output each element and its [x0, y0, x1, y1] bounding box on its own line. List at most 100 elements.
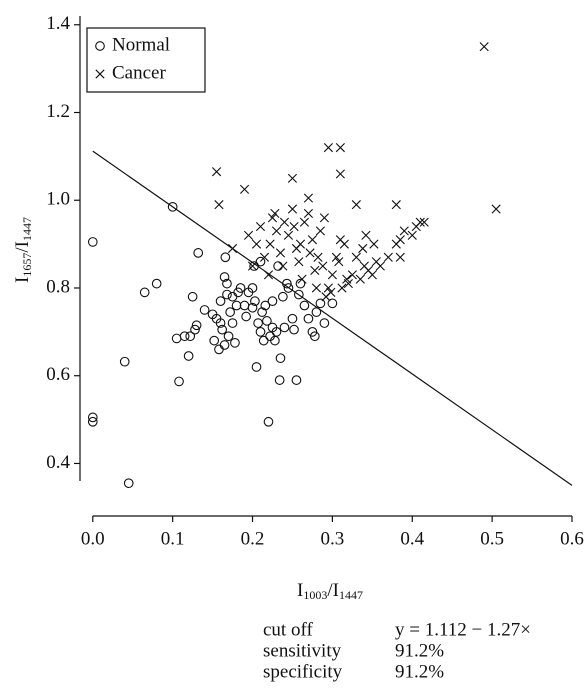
- point: [139, 287, 150, 298]
- point: [335, 143, 345, 153]
- point: [391, 200, 401, 210]
- point: [171, 333, 182, 344]
- point: [343, 279, 353, 289]
- point: [287, 313, 298, 324]
- point: [303, 208, 314, 218]
- point: [479, 42, 489, 52]
- point: [367, 270, 377, 280]
- point: [220, 252, 231, 263]
- y-axis-label-part: /I: [12, 241, 33, 253]
- point: [214, 344, 224, 355]
- point: [199, 305, 210, 315]
- legend-marker: [95, 41, 105, 51]
- point: [214, 200, 224, 210]
- point: [247, 302, 258, 313]
- point: [358, 243, 368, 254]
- point: [395, 252, 405, 262]
- point: [399, 226, 409, 236]
- point: [323, 283, 333, 293]
- point: [278, 261, 288, 271]
- point: [327, 298, 338, 309]
- y-tick-label: 1.2: [46, 101, 70, 122]
- point: [151, 278, 162, 289]
- point: [271, 226, 282, 236]
- point: [251, 239, 262, 249]
- point: [267, 213, 278, 223]
- point: [223, 331, 234, 342]
- y-axis-label: I1657/I1447: [12, 217, 33, 283]
- point: [222, 278, 232, 289]
- legend-label: Normal: [112, 34, 170, 55]
- summary-value: y = 1.112 − 1.27×: [395, 619, 531, 640]
- point: [271, 326, 282, 337]
- point: [265, 239, 275, 249]
- legend-box: [86, 27, 206, 93]
- point: [293, 289, 304, 300]
- point: [253, 318, 263, 328]
- point: [291, 375, 302, 385]
- point: [395, 235, 405, 245]
- point: [217, 324, 228, 335]
- x-axis-label-part: /I: [327, 580, 339, 601]
- legend-marker: [95, 69, 105, 79]
- point: [335, 169, 345, 179]
- point: [311, 283, 322, 293]
- summary-label: sensitivity: [263, 640, 342, 661]
- y-axis-label-part: I: [12, 277, 33, 283]
- x-tick-label: 0.1: [161, 528, 185, 549]
- point: [351, 200, 361, 210]
- point: [310, 265, 320, 276]
- point: [193, 248, 204, 258]
- point: [355, 274, 365, 284]
- point: [87, 416, 98, 427]
- point: [415, 217, 425, 227]
- point: [318, 261, 328, 271]
- point: [183, 351, 194, 361]
- point: [407, 230, 417, 240]
- point: [215, 296, 226, 306]
- point: [255, 221, 266, 232]
- point: [383, 252, 393, 262]
- point: [262, 316, 272, 326]
- point: [255, 326, 266, 337]
- point: [250, 296, 260, 306]
- point: [339, 239, 349, 249]
- point: [315, 298, 326, 309]
- point: [319, 318, 330, 328]
- x-tick-label: 0.2: [241, 528, 265, 549]
- point: [87, 237, 98, 247]
- x-axis-label-part: 1447: [339, 588, 363, 602]
- point: [273, 261, 283, 271]
- point: [275, 248, 286, 258]
- point: [309, 331, 320, 342]
- point: [491, 204, 501, 214]
- point: [347, 270, 357, 280]
- point: [283, 230, 294, 240]
- point: [289, 221, 299, 232]
- legend-label: Cancer: [112, 62, 166, 83]
- point: [313, 252, 323, 262]
- point: [251, 362, 262, 372]
- x-tick-label: 0.0: [81, 528, 105, 549]
- point: [274, 375, 285, 385]
- point: [319, 213, 329, 223]
- summary-label: specificity: [263, 661, 343, 682]
- point: [297, 274, 307, 284]
- point: [239, 184, 250, 194]
- y-tick-label: 0.6: [46, 364, 70, 385]
- point: [326, 287, 336, 297]
- point: [279, 217, 290, 227]
- point: [123, 478, 134, 489]
- summary-value: 91.2%: [395, 661, 444, 682]
- y-tick-label: 1.4: [46, 13, 70, 34]
- point: [331, 252, 341, 262]
- point: [337, 283, 347, 293]
- point: [287, 204, 298, 214]
- x-tick-label: 0.4: [400, 528, 424, 549]
- point: [375, 261, 385, 271]
- point: [295, 278, 306, 289]
- point: [227, 318, 238, 328]
- point: [239, 300, 250, 311]
- point: [219, 272, 230, 282]
